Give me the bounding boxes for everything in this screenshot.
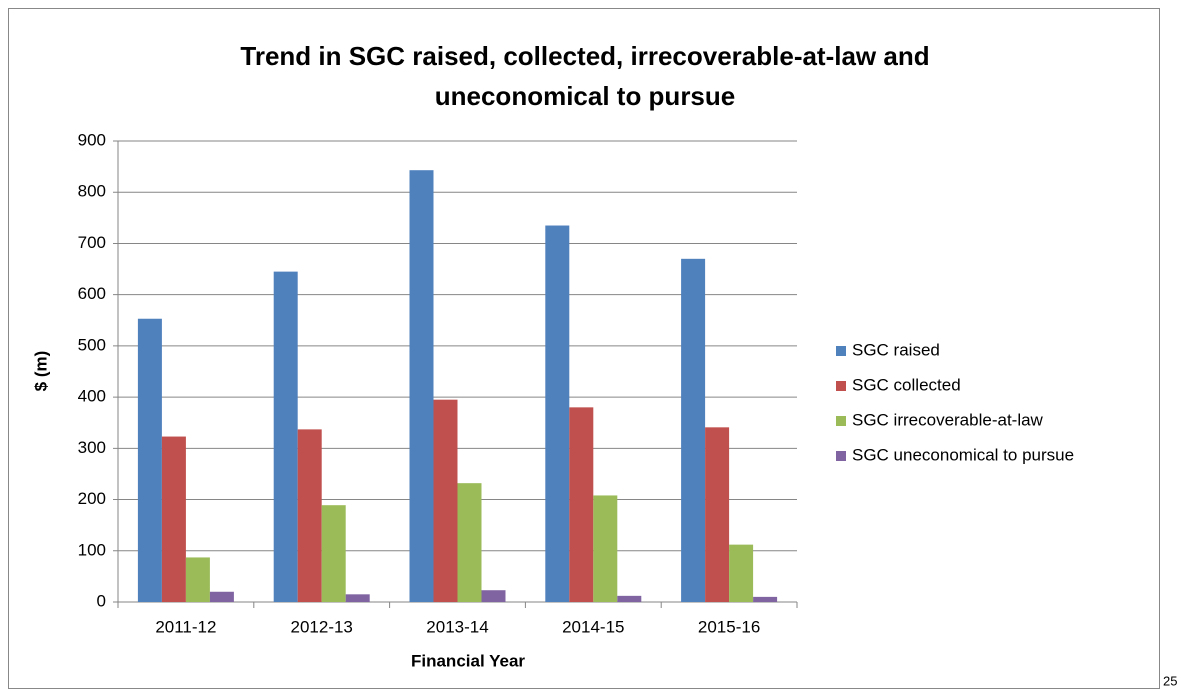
bar	[433, 399, 458, 602]
bar	[209, 591, 234, 602]
x-tick-label: 2013-14	[426, 617, 488, 636]
x-tick-label: 2014-15	[562, 617, 624, 636]
bar	[345, 594, 370, 602]
y-tick-label: 300	[78, 438, 106, 457]
bar	[457, 483, 482, 602]
page-number: 25	[1163, 673, 1177, 688]
legend-swatch	[836, 451, 846, 461]
bar	[481, 590, 506, 602]
bar	[273, 271, 298, 602]
y-tick-label: 100	[78, 540, 106, 559]
x-tick-label: 2011-12	[155, 617, 216, 636]
bar	[297, 429, 322, 602]
bar	[569, 407, 594, 602]
y-tick-label: 900	[78, 130, 106, 149]
y-tick-label: 400	[78, 387, 106, 406]
bar	[617, 595, 642, 602]
legend-label: SGC uneconomical to pursue	[852, 445, 1074, 464]
bar	[593, 495, 618, 602]
y-tick-label: 200	[78, 489, 106, 508]
y-axis-label: $ (m)	[31, 351, 50, 392]
bar	[705, 427, 730, 602]
y-tick-label: 600	[78, 284, 106, 303]
x-tick-label: 2012-13	[291, 617, 353, 636]
legend-swatch	[836, 381, 846, 391]
legend-swatch	[836, 346, 846, 356]
y-tick-label: 0	[97, 591, 106, 610]
y-tick-label: 700	[78, 233, 106, 252]
legend-label: SGC raised	[852, 340, 940, 359]
bar	[137, 318, 162, 602]
bar	[729, 544, 754, 602]
bar	[321, 505, 346, 602]
x-tick-label: 2015-16	[698, 617, 760, 636]
bar	[409, 170, 434, 603]
x-axis-label: Financial Year	[411, 651, 525, 670]
bar	[753, 596, 778, 602]
y-tick-label: 800	[78, 182, 106, 201]
chart-title: Trend in SGC raised, collected, irrecove…	[240, 41, 930, 111]
legend-label: SGC collected	[852, 375, 961, 394]
bar	[545, 225, 570, 602]
legend-swatch	[836, 416, 846, 426]
bar	[681, 258, 706, 602]
y-tick-label: 500	[78, 335, 106, 354]
bar	[185, 557, 210, 602]
bar	[161, 436, 186, 602]
legend-label: SGC irrecoverable-at-law	[852, 410, 1044, 429]
